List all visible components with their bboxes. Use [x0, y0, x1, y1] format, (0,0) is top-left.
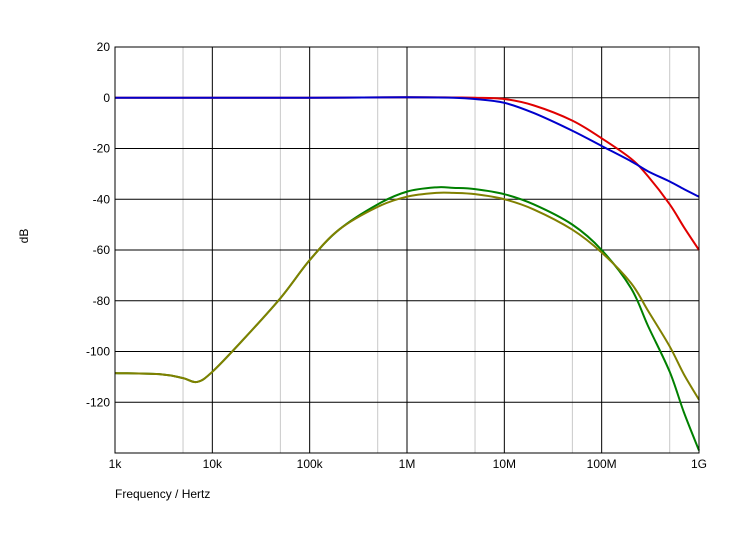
- x-tick-labels: 1k 10k 100k 1M 10M 100M 1G: [109, 457, 707, 471]
- x-tick-label: 10M: [493, 457, 516, 471]
- y-tick-label: -60: [93, 243, 111, 257]
- y-tick-label: 20: [97, 40, 111, 54]
- y-tick-labels: 20 0 -20 -40 -60 -80 -100 -120: [86, 40, 110, 409]
- plot-frame: [114, 46, 700, 454]
- y-tick-label: -120: [86, 395, 110, 409]
- y-tick-label: -40: [93, 192, 111, 206]
- x-tick-label: 100k: [297, 457, 324, 471]
- series-line-2: [115, 96, 700, 198]
- y-tick-label: -80: [93, 294, 111, 308]
- x-tick-label: 100M: [587, 457, 617, 471]
- x-tick-label: 10k: [203, 457, 223, 471]
- series-layer: [114, 96, 700, 451]
- x-tick-label: 1G: [691, 457, 707, 471]
- x-tick-label: 1M: [399, 457, 416, 471]
- series-line-4: [114, 191, 700, 401]
- x-axis-title: Frequency / Hertz: [115, 487, 210, 501]
- y-tick-label: 0: [103, 91, 110, 105]
- y-tick-label: -100: [86, 345, 110, 359]
- y-tick-label: -20: [93, 142, 111, 156]
- x-tick-label: 1k: [109, 457, 123, 471]
- y-axis-title: dB: [17, 229, 31, 244]
